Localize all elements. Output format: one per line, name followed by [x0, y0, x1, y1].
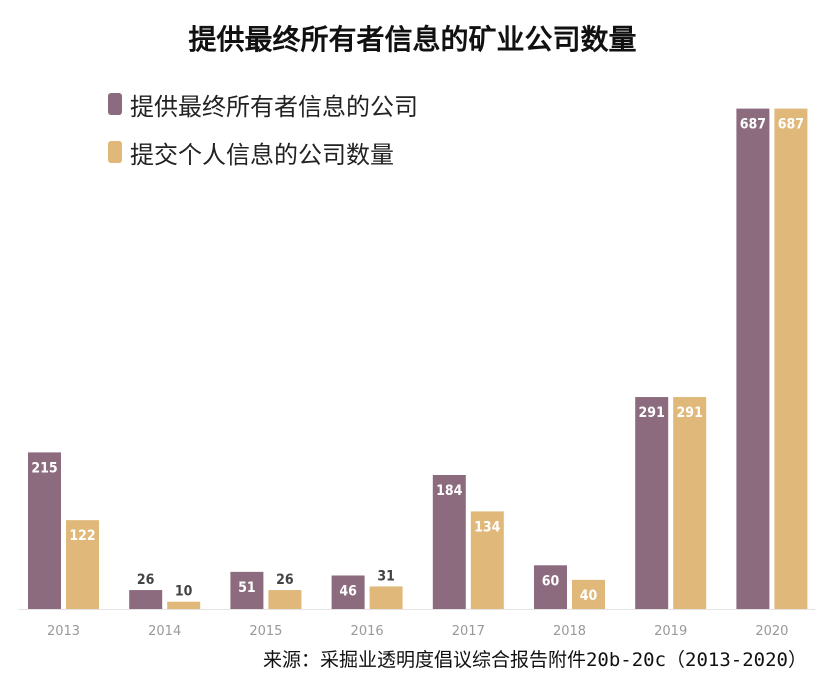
bar-2020-series-1 — [736, 108, 770, 609]
data-label-2016-series-1: 46 — [339, 583, 357, 599]
x-tick-label-2019: 2019 — [654, 624, 687, 639]
x-tick-label-2018: 2018 — [553, 624, 586, 639]
x-tick-label-2017: 2017 — [452, 624, 485, 639]
bar-2016-series-1 — [331, 575, 365, 609]
bar-2014-series-2 — [167, 601, 201, 609]
data-label-2020-series-1: 687 — [740, 117, 766, 133]
legend-item-owner-info: 提供最终所有者信息的公司 — [108, 80, 418, 128]
x-tick-label-2013: 2013 — [47, 624, 80, 639]
data-label-2017-series-1: 184 — [436, 483, 463, 499]
x-tick-label-2016: 2016 — [351, 624, 384, 639]
legend-label-personal-info: 提交个人信息的公司数量 — [130, 140, 394, 169]
bar-2018-series-1 — [534, 565, 567, 609]
data-label-2016-series-2: 31 — [377, 568, 395, 584]
bar-2013-series-1 — [28, 452, 61, 609]
legend-swatch-personal-info — [108, 141, 122, 163]
chart-title: 提供最终所有者信息的矿业公司数量 — [188, 23, 637, 56]
legend-swatch-owner-info — [108, 93, 122, 115]
data-label-2018-series-2: 40 — [580, 588, 598, 604]
data-label-2015-series-1: 51 — [238, 580, 256, 596]
x-tick-label-2014: 2014 — [148, 624, 181, 639]
bar-2017-series-2 — [470, 511, 504, 609]
data-label-2015-series-2: 26 — [276, 572, 294, 588]
data-label-2017-series-2: 134 — [474, 519, 501, 535]
bar-2013-series-2 — [66, 520, 99, 609]
bar-2019-series-2 — [673, 397, 707, 609]
data-label-2019-series-2: 291 — [677, 405, 703, 421]
legend-item-personal-info: 提交个人信息的公司数量 — [108, 128, 418, 176]
bar-2016-series-2 — [369, 586, 403, 609]
bar-2017-series-1 — [432, 474, 466, 609]
bar-2015-series-1 — [230, 571, 264, 609]
data-label-2013-series-1: 215 — [31, 460, 57, 476]
x-tick-label-2015: 2015 — [249, 624, 282, 639]
bar-2015-series-2 — [268, 590, 302, 609]
legend: 提供最终所有者信息的公司 提交个人信息的公司数量 — [108, 80, 418, 176]
bar-2014-series-1 — [129, 590, 163, 609]
data-label-2018-series-1: 60 — [542, 573, 560, 589]
data-label-2019-series-1: 291 — [639, 405, 665, 421]
bar-2019-series-1 — [635, 397, 669, 609]
data-label-2013-series-2: 122 — [69, 528, 95, 544]
data-label-2020-series-2: 687 — [778, 117, 804, 133]
data-label-2014-series-2: 10 — [175, 584, 193, 600]
bar-2018-series-2 — [572, 579, 605, 609]
bar-2020-series-2 — [774, 108, 808, 609]
data-label-2014-series-1: 26 — [137, 572, 155, 588]
x-tick-label-2020: 2020 — [755, 624, 788, 639]
legend-label-owner-info: 提供最终所有者信息的公司 — [130, 92, 418, 121]
source-note: 来源：采掘业透明度倡议综合报告附件20b-20c（2013-2020） — [262, 649, 807, 671]
